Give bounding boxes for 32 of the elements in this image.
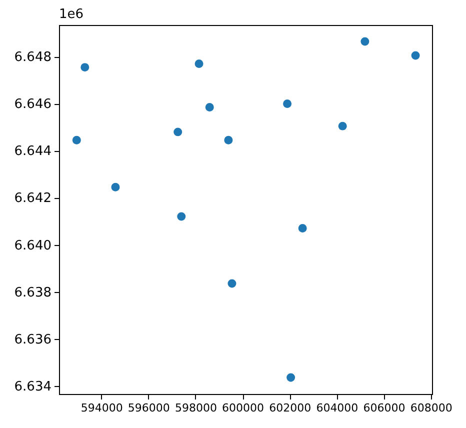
x-tick-label: 604000 — [316, 402, 358, 414]
point — [411, 51, 420, 60]
y-tick-label: 6.644 — [14, 144, 52, 160]
point — [177, 212, 186, 221]
y-tick-label: 6.638 — [14, 285, 52, 300]
point — [228, 279, 236, 288]
point — [72, 136, 81, 144]
y-tick-label: 6.646 — [14, 97, 52, 112]
point — [80, 63, 90, 72]
text: 1e6 — [59, 7, 84, 22]
point — [298, 224, 307, 233]
y-tick-label: 6.640 — [14, 238, 52, 254]
x-tick-label: 596000 — [128, 402, 170, 414]
y-tick-label: 6.648 — [14, 50, 52, 66]
point — [111, 182, 120, 192]
y-tick-label: 6.634 — [14, 379, 52, 394]
x-tick-label: 594000 — [80, 402, 123, 414]
x-tick-label: 602000 — [269, 402, 312, 414]
point — [224, 136, 233, 144]
point — [205, 103, 214, 112]
point — [338, 122, 347, 130]
point — [360, 37, 370, 46]
x-tick-label: 608000 — [410, 402, 452, 414]
point — [194, 60, 204, 68]
x-tick-label: 600000 — [222, 402, 264, 414]
y-tick-label: 6.636 — [14, 332, 52, 348]
point — [283, 100, 292, 108]
y-tick-label: 6.642 — [14, 191, 52, 206]
point — [286, 373, 296, 382]
x-tick-label: 606000 — [363, 402, 406, 414]
point — [174, 128, 182, 136]
x-tick-label: 598000 — [174, 402, 217, 414]
